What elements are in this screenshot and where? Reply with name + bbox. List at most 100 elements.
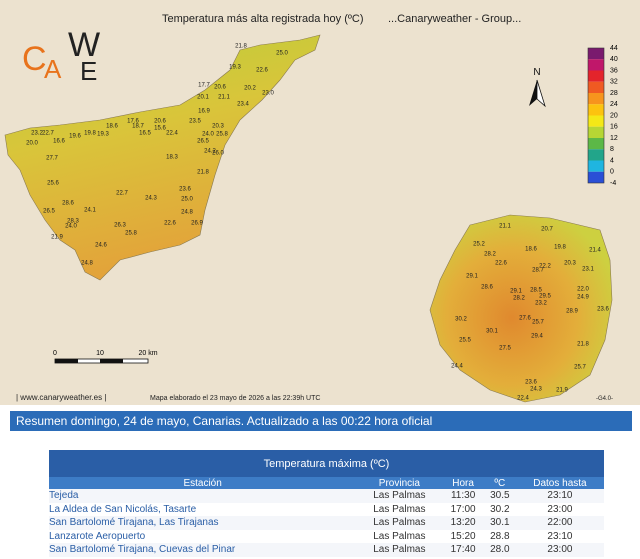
temperature-label: 24.0 xyxy=(202,132,214,138)
column-header: Provincia xyxy=(356,477,443,489)
temperature-label: 20.3 xyxy=(212,124,224,130)
temperature-label: 16.9 xyxy=(198,109,210,115)
temperature-label: 25.8 xyxy=(125,231,137,237)
logo: C A W E xyxy=(22,26,100,86)
temperature-label: 20.1 xyxy=(197,95,209,101)
cell: 30.2 xyxy=(490,503,510,515)
cell: 11:30 xyxy=(442,489,484,503)
temperature-label: 20.3 xyxy=(564,261,576,267)
cell: Las Palmas xyxy=(356,489,443,503)
temperature-label: 16.6 xyxy=(53,139,65,145)
footer: | www.canaryweather.es | xyxy=(16,393,106,402)
temperature-label: 18.7 xyxy=(132,124,144,130)
cell: 23:10 xyxy=(547,530,573,542)
temperature-label: 23.2 xyxy=(31,131,43,137)
arrow xyxy=(529,80,537,106)
logo-letter: A xyxy=(44,54,62,84)
legend-swatch xyxy=(588,126,604,138)
temperature-label: 26.5 xyxy=(197,139,209,145)
table-row: La Aldea de San Nicolás, Tasarte Las Palm… xyxy=(49,503,604,517)
temperature-label: 20.2 xyxy=(244,86,256,92)
arrow xyxy=(536,79,546,108)
temperature-label: 21.8 xyxy=(235,44,247,50)
temperature-label: 24.4 xyxy=(451,364,463,370)
cell: 17:40 xyxy=(442,543,484,557)
table-title: Temperatura máxima (ºC) xyxy=(49,450,604,477)
cell: 22:00 xyxy=(515,516,604,530)
station: Tejeda xyxy=(49,489,357,503)
temperature-label: 30.1 xyxy=(486,329,498,335)
station: San Bartolomé Tirajana, Las Tirajanas xyxy=(49,516,357,530)
temperature-label: 25.0 xyxy=(276,51,288,57)
legend-swatch xyxy=(588,70,604,82)
legend-frame xyxy=(587,47,605,184)
temperature-label: 25.8 xyxy=(216,132,228,138)
temperature-label: 28.2 xyxy=(484,252,496,258)
temperature-label: 25.7 xyxy=(532,320,544,326)
tenerife xyxy=(4,34,321,281)
temperature-label: 28.2 xyxy=(513,296,525,302)
compass: N xyxy=(529,67,546,108)
cell: 15:20 xyxy=(450,530,476,542)
temperature-label: 22.2 xyxy=(539,264,551,270)
legend-swatch xyxy=(588,93,604,105)
temperature-label: 19.8 xyxy=(554,245,566,251)
temperature-label: 15.6 xyxy=(154,126,166,132)
legend-swatch xyxy=(588,104,604,116)
legend-label: 16 xyxy=(610,124,618,131)
temperature-label: 18.6 xyxy=(106,124,118,130)
temperature-label: 19.8 xyxy=(84,131,96,137)
table-row: Lanzarote Aeropuerto Las Palmas 15:20 28.8 2… xyxy=(49,530,604,544)
scale-rect xyxy=(55,359,78,363)
legend-swatch xyxy=(588,171,604,183)
temperature-label: 24.8 xyxy=(81,261,93,267)
table-row: Tejeda Las Palmas 11:30 30.5 23:10 xyxy=(49,489,604,503)
cell: 23:00 xyxy=(547,503,573,515)
legend-swatch xyxy=(588,48,604,60)
temperature-label: 24.3 xyxy=(530,387,542,393)
legend-swatch xyxy=(588,138,604,150)
temperature-label: 21.8 xyxy=(197,170,209,176)
station: La Aldea de San Nicolás, Tasarte xyxy=(49,503,197,515)
temperature-label: 18.6 xyxy=(525,247,537,253)
scale-label: 10 xyxy=(96,350,104,357)
legend-label: -4 xyxy=(610,180,616,187)
temperature-label: 28.6 xyxy=(481,285,493,291)
temperature-label: 22.6 xyxy=(495,261,507,267)
legend-label: 4 xyxy=(610,157,614,164)
temperature-label: 28.3 xyxy=(67,219,79,225)
temperature-label: 26.0 xyxy=(212,151,224,157)
scale-rect xyxy=(100,359,123,363)
temperature-label: 20.0 xyxy=(26,141,38,147)
temperature-label: 27.7 xyxy=(46,156,58,162)
legend-label: 36 xyxy=(610,67,618,74)
temperature-label: 23.6 xyxy=(597,307,609,313)
temperature-label: 22.7 xyxy=(42,131,54,137)
legend-label: 32 xyxy=(610,79,618,86)
temperature-label: 21.1 xyxy=(499,224,511,230)
temperature-label: 24.9 xyxy=(577,295,589,301)
temperature-label: 20.6 xyxy=(154,119,166,125)
legend-label: 28 xyxy=(610,90,618,97)
scale-label: 0 xyxy=(53,350,57,357)
temperature-label: 24.0 xyxy=(65,224,77,230)
column-header: Estación xyxy=(49,477,357,489)
legend-label: 20 xyxy=(610,112,618,119)
cell: 23:10 xyxy=(515,489,604,503)
temperature-label: 24.2 xyxy=(204,149,216,155)
temperature-label: 29.5 xyxy=(539,294,551,300)
temperature-label: 23.4 xyxy=(237,102,249,108)
banner: Resumen domingo, 24 de mayo, Canarias. A… xyxy=(10,411,632,431)
temperature-label: 23.1 xyxy=(582,267,594,273)
temperature-label: 30.2 xyxy=(455,317,467,323)
temperature-label: 19.3 xyxy=(229,65,241,71)
temperature-label: 22.0 xyxy=(577,287,589,293)
temperature-label: 22.6 xyxy=(256,68,268,74)
temperature-label: 27.5 xyxy=(499,346,511,352)
temperature-label: 29.4 xyxy=(531,334,543,340)
temperature-label: 22.4 xyxy=(517,396,529,402)
temperature-label: 28.7 xyxy=(532,268,544,274)
temperature-label: 22.7 xyxy=(116,191,128,197)
made: Mapa elaborado el 23 mayo de 2026 a las … xyxy=(150,395,320,402)
